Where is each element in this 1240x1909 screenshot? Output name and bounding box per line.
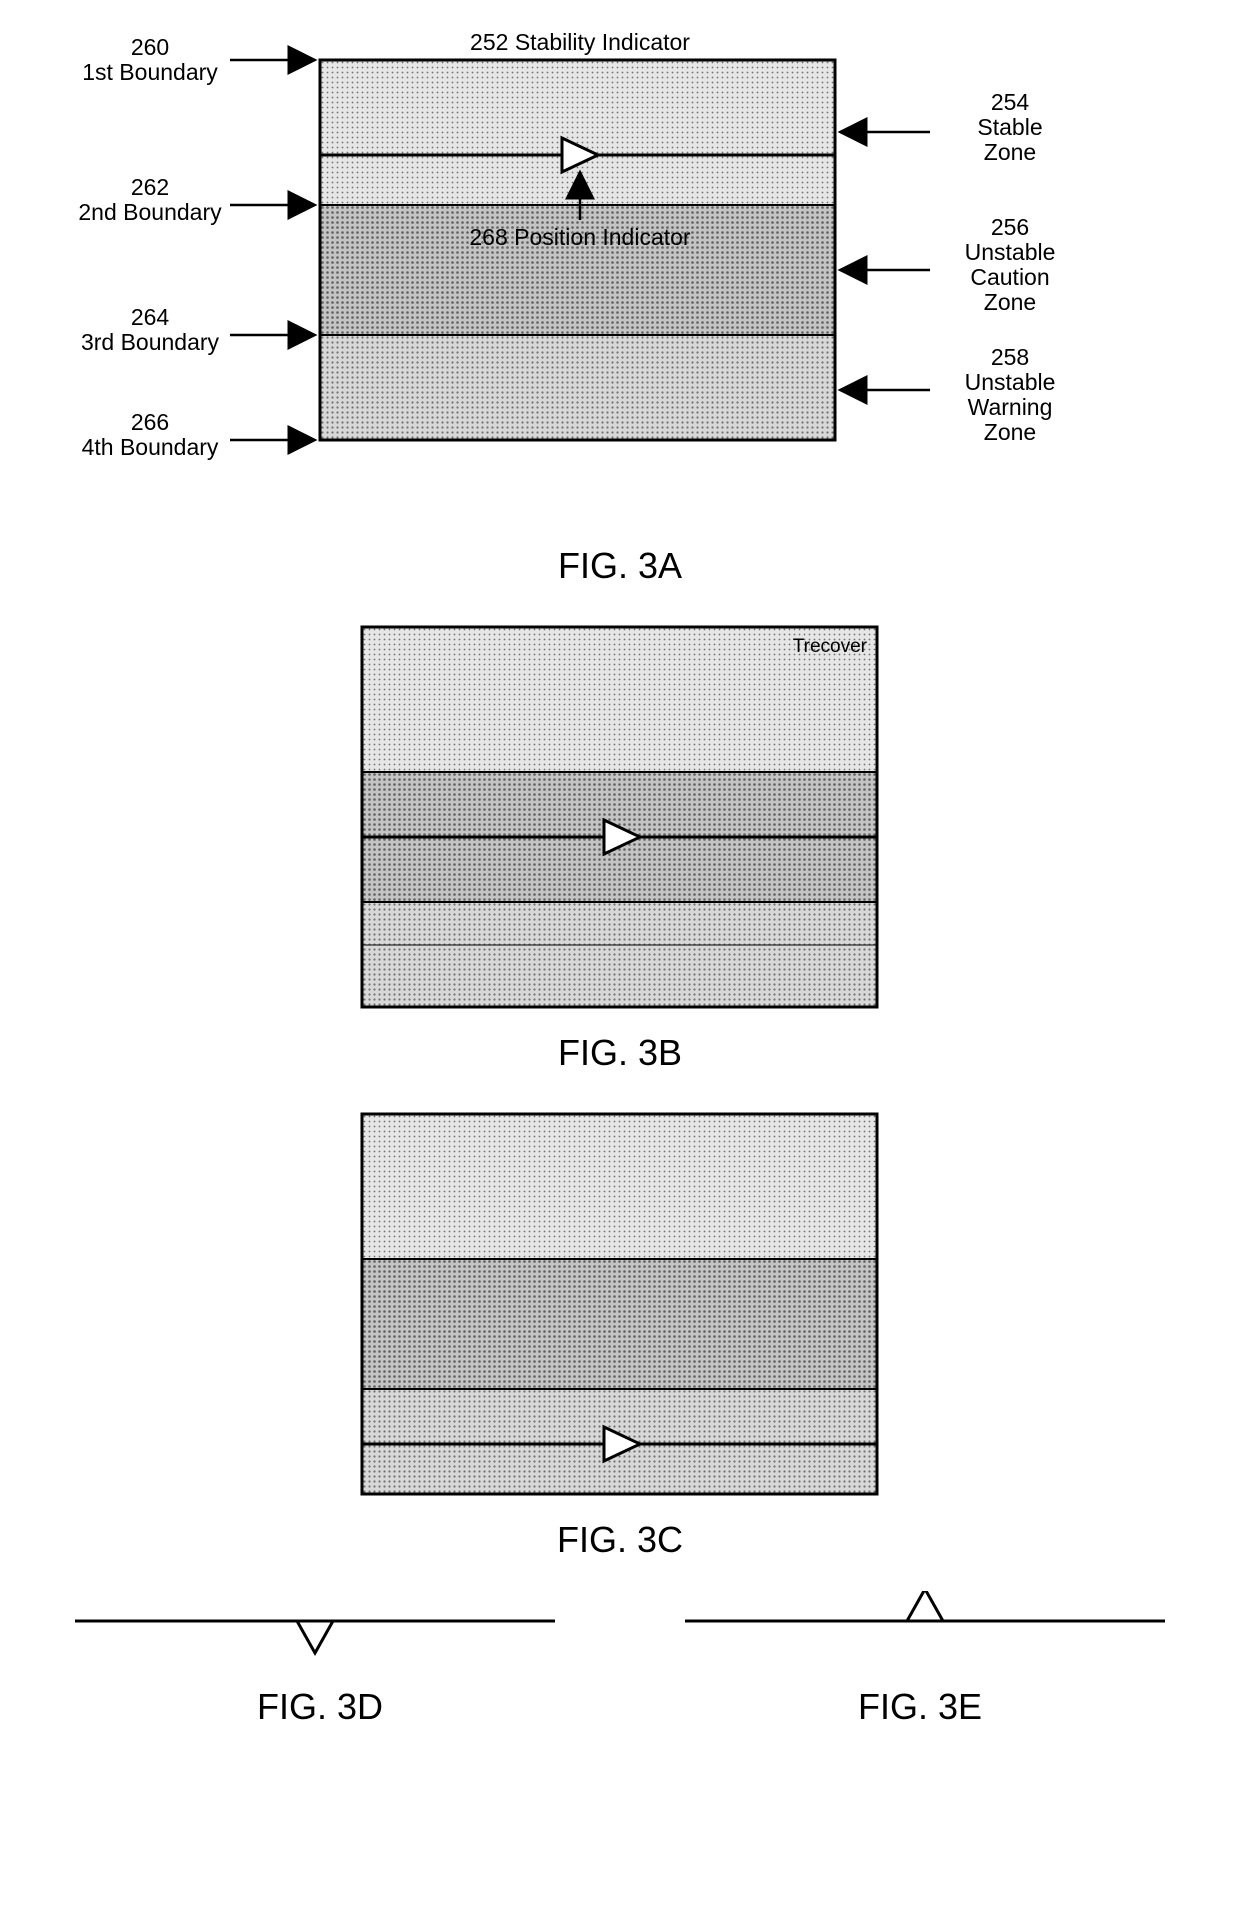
label-264-ref: 264 (131, 304, 170, 330)
fig3b-svg: Trecover (20, 617, 1220, 1017)
label-256-t2: Caution (970, 264, 1049, 290)
label-258-t2: Warning (968, 394, 1053, 420)
label-258-ref: 258 (991, 344, 1029, 370)
fig3a-title: 252 Stability Indicator (470, 29, 690, 55)
indicator-label: 268 Position Indicator (469, 224, 691, 250)
left-labels: 260 1st Boundary 262 2nd Boundary 264 3r… (78, 34, 315, 460)
fig3b-caption: FIG. 3B (20, 1032, 1220, 1074)
fig3a-svg: 252 Stability Indicator 268 Position Ind… (20, 20, 1220, 530)
fig3b-wrapper: Trecover FIG. 3B (20, 617, 1220, 1074)
fig3e-caption: FIG. 3E (620, 1686, 1220, 1728)
label-256-ref: 256 (991, 214, 1029, 240)
fig3c-wrapper: FIG. 3C (20, 1104, 1220, 1561)
label-256-t3: Zone (984, 289, 1036, 315)
fig3c-box (362, 1114, 877, 1494)
page-container: 252 Stability Indicator 268 Position Ind… (20, 20, 1220, 1758)
fig3d-triangle-down-icon (297, 1621, 333, 1653)
trecover-label: Trecover (793, 636, 868, 657)
fig3e-group (685, 1591, 1165, 1621)
fig3c-svg (20, 1104, 1220, 1504)
caution-zone (362, 1259, 877, 1389)
label-254-t2: Zone (984, 139, 1036, 165)
label-254-t1: Stable (977, 114, 1042, 140)
label-266-ref: 266 (131, 409, 169, 435)
label-260-text: 1st Boundary (82, 59, 218, 85)
stable-zone (320, 60, 835, 205)
fig3b-box: Trecover (362, 627, 877, 1007)
fig3a-box: 268 Position Indicator (320, 60, 835, 440)
fig3d-group (75, 1621, 555, 1653)
stable-zone (362, 1114, 877, 1259)
fig3c-caption: FIG. 3C (20, 1519, 1220, 1561)
fig3d-caption: FIG. 3D (20, 1686, 620, 1728)
label-264-text: 3rd Boundary (81, 329, 220, 355)
warning-zone (362, 902, 877, 1007)
fig3de-wrapper: FIG. 3D FIG. 3E (20, 1591, 1220, 1758)
warning-zone (320, 335, 835, 440)
fig3e-triangle-up-icon (907, 1591, 943, 1621)
label-258-t3: Zone (984, 419, 1036, 445)
label-254-ref: 254 (991, 89, 1030, 115)
label-260-ref: 260 (131, 34, 169, 60)
fig3de-svg (20, 1591, 1220, 1671)
fig3a-wrapper: 252 Stability Indicator 268 Position Ind… (20, 20, 1220, 587)
label-256-t1: Unstable (965, 239, 1056, 265)
fig3a-caption: FIG. 3A (20, 545, 1220, 587)
label-266-text: 4th Boundary (82, 434, 219, 460)
right-labels: 254 Stable Zone 256 Unstable Caution Zon… (840, 89, 1055, 445)
label-262-ref: 262 (131, 174, 169, 200)
label-262-text: 2nd Boundary (78, 199, 222, 225)
label-258-t1: Unstable (965, 369, 1056, 395)
fig3de-captions: FIG. 3D FIG. 3E (20, 1671, 1220, 1758)
